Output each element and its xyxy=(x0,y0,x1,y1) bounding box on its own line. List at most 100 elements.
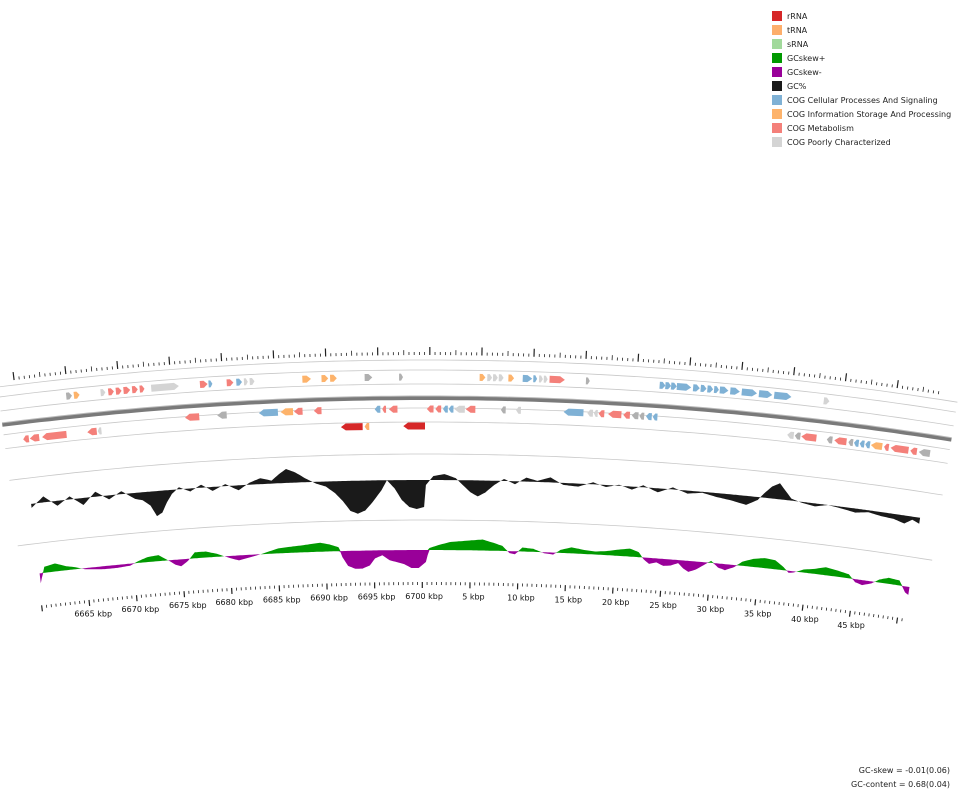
ruler-label: 6665 kbp xyxy=(74,610,112,619)
reverse-cds-feature xyxy=(258,408,279,417)
forward-cds-feature xyxy=(399,373,403,381)
legend-label: COG Metabolism xyxy=(787,123,854,133)
ruler-tick xyxy=(741,361,744,370)
forward-cds-feature xyxy=(707,385,714,393)
gc-skew-positive xyxy=(39,539,910,587)
forward-cds-feature xyxy=(522,374,533,383)
ruler-tick xyxy=(896,617,899,624)
reverse-cds-feature xyxy=(859,440,865,448)
legend-label: GC% xyxy=(787,81,807,91)
rna-feature xyxy=(364,423,370,430)
reverse-cds-feature xyxy=(294,407,303,415)
outer-tick-ruler xyxy=(12,347,940,395)
track-guide-circle xyxy=(0,383,954,427)
reverse-cds-feature xyxy=(563,408,584,417)
legend-swatch xyxy=(772,25,782,35)
reverse-cds-feature xyxy=(500,406,506,414)
reverse-cds-feature xyxy=(443,405,448,413)
reverse-cds-feature xyxy=(910,447,918,455)
legend-swatch xyxy=(772,53,782,63)
forward-cds-feature xyxy=(741,388,757,397)
legend-item: tRNA xyxy=(772,23,958,37)
forward-cds-feature xyxy=(719,386,729,394)
reverse-cds-feature xyxy=(593,409,598,417)
ruler-tick xyxy=(767,367,769,373)
reverse-cds-feature xyxy=(388,405,398,413)
forward-cds-feature xyxy=(758,390,773,398)
forward-cds-feature xyxy=(533,375,538,383)
ruler-label: 20 kbp xyxy=(602,598,630,607)
track-guide-circle xyxy=(9,453,943,496)
forward-cds-feature xyxy=(730,387,740,395)
ruler-tick xyxy=(848,610,851,617)
forward-cds-feature xyxy=(330,374,337,382)
legend-swatch xyxy=(772,137,782,147)
reverse-cds-feature xyxy=(374,405,381,413)
legend-label: rRNA xyxy=(787,11,808,21)
legend-item: COG Metabolism xyxy=(772,121,958,135)
ruler-label: 30 kbp xyxy=(697,605,725,614)
reverse-cds-feature xyxy=(639,412,645,420)
genome-backbone xyxy=(1,395,952,442)
forward-cds-feature xyxy=(538,375,543,383)
ruler-tick xyxy=(896,380,899,389)
reverse-cds-feature xyxy=(834,437,847,446)
forward-cds-feature xyxy=(65,392,72,400)
forward-cds-feature xyxy=(226,379,234,387)
legend-item: rRNA xyxy=(772,9,958,23)
reverse-cds-feature xyxy=(918,449,931,457)
track-guide-circle xyxy=(3,407,950,450)
rna-feature xyxy=(403,422,425,430)
reverse-cds-feature xyxy=(516,406,521,414)
reverse-cds-feature xyxy=(454,405,465,413)
forward-cds-feature xyxy=(487,374,493,382)
reverse-cds-feature xyxy=(217,411,227,419)
forward-cds-feature xyxy=(321,375,329,383)
gc-skew-negative xyxy=(39,550,910,595)
ruler-tick xyxy=(801,604,804,611)
ruler-tick xyxy=(844,373,848,382)
ruler-tick xyxy=(135,595,138,602)
legend-swatch xyxy=(772,123,782,133)
track-guide-circles xyxy=(0,359,958,561)
reverse-cds-feature xyxy=(448,405,454,413)
ruler-label: 6685 kbp xyxy=(263,595,301,604)
reverse-cds-feature xyxy=(23,435,30,443)
forward-cds-feature xyxy=(208,380,213,388)
forward-cds-feature xyxy=(543,375,548,383)
rna-feature xyxy=(340,423,363,431)
forward-cds-feature xyxy=(123,386,131,394)
legend-item: sRNA xyxy=(772,37,958,51)
ruler-tick xyxy=(706,594,709,601)
forward-cds-feature xyxy=(585,377,590,385)
forward-cds-feature xyxy=(236,378,242,386)
reverse-cds-feature xyxy=(587,409,594,417)
ruler-label: 6695 kbp xyxy=(358,592,396,601)
ruler-label: 6680 kbp xyxy=(215,598,253,607)
ruler-tick xyxy=(64,366,67,375)
forward-cds-feature xyxy=(549,375,565,384)
ruler-tick xyxy=(870,379,873,385)
reverse-cds-feature xyxy=(313,407,322,415)
ruler-tick xyxy=(41,605,43,612)
reverse-cds-feature xyxy=(848,438,854,447)
forward-cds-feature xyxy=(670,382,677,390)
ruler-tick xyxy=(922,386,925,392)
forward-cds-feature xyxy=(131,386,138,394)
forward-cds-feature xyxy=(479,373,486,381)
forward-cds-feature xyxy=(692,384,700,392)
reverse-cds-feature xyxy=(87,427,98,436)
forward-cds-feature xyxy=(665,382,672,390)
reverse-cds-feature xyxy=(646,413,652,421)
reverse-cds-feature xyxy=(801,433,817,442)
legend: rRNA tRNA sRNA GCskew+ GCskew- GC% COG Cellula… xyxy=(772,9,958,149)
gc-content-stat: GC-content = 0.68(0.04) xyxy=(851,780,950,789)
inner-kbp-ruler: 6665 kbp 6670 kbp 6675 kbp 6680 kbp 6685 kbp… xyxy=(41,582,903,630)
forward-cds-feature xyxy=(107,388,114,396)
ruler-tick xyxy=(637,353,640,362)
ruler-tick xyxy=(38,371,41,378)
reverse-cds-feature xyxy=(465,405,476,413)
ruler-label: 35 kbp xyxy=(744,610,772,619)
ruler-tick xyxy=(88,599,91,606)
forward-cds-feature xyxy=(115,387,122,395)
